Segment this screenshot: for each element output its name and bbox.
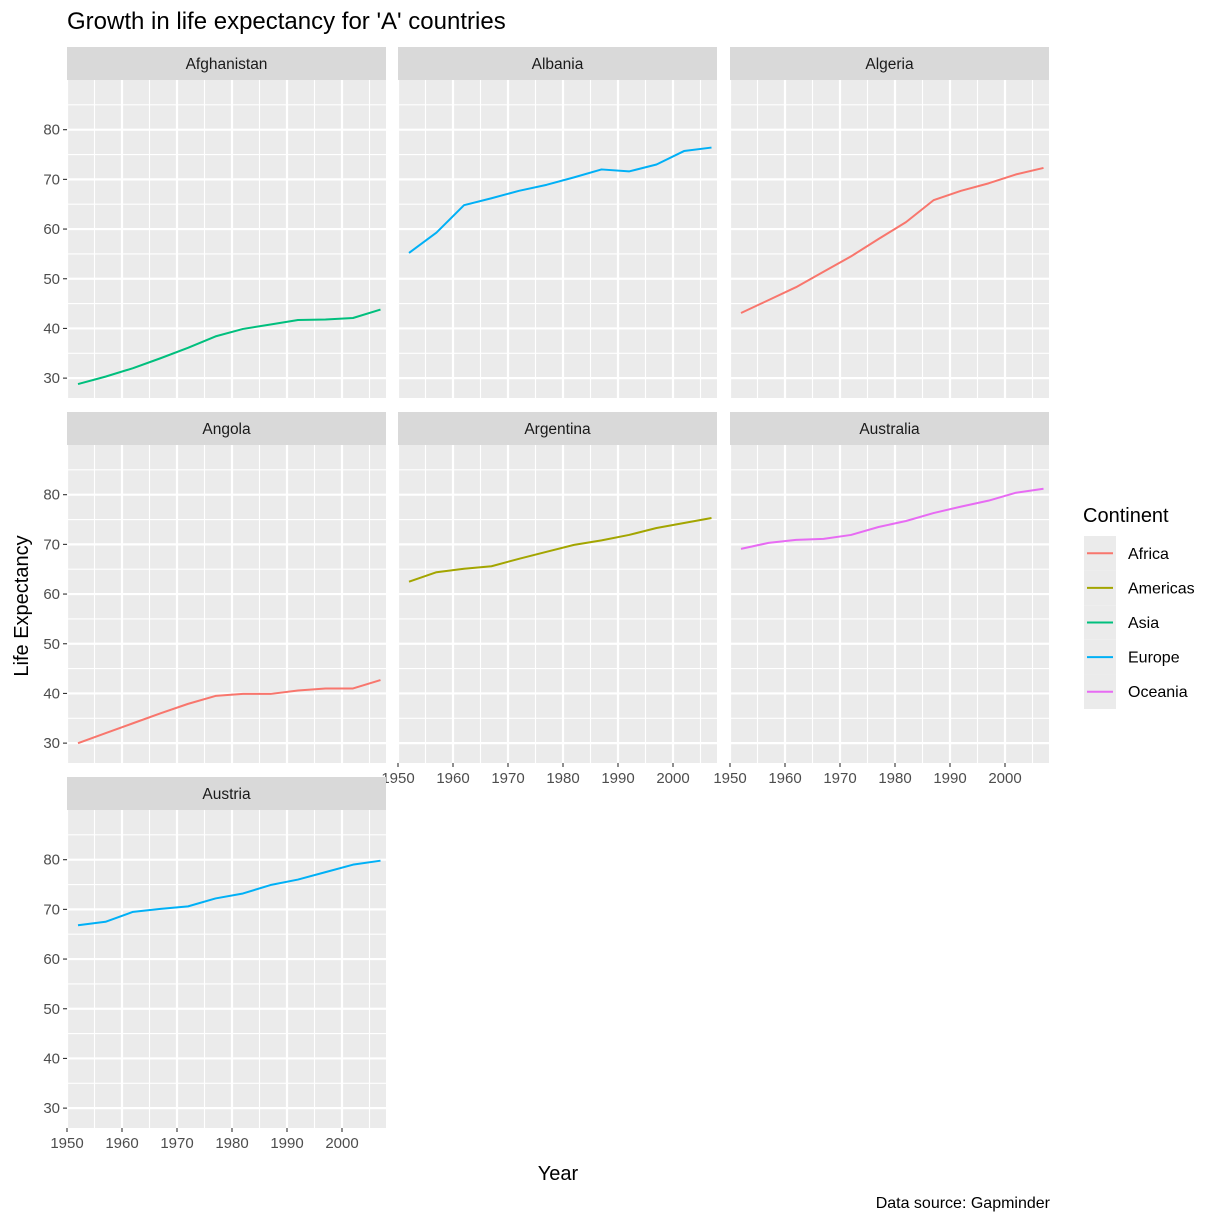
facet-algeria: Algeria	[728, 47, 1049, 398]
x-tick-label: 2000	[988, 770, 1021, 787]
facet-label-angola: Angola	[202, 421, 251, 438]
legend-label: Africa	[1128, 546, 1169, 563]
x-axis-title: Year	[538, 1163, 579, 1185]
facet-strip-albania	[398, 47, 717, 80]
x-tick-label: 1980	[215, 1135, 248, 1152]
y-tick-label: 80	[43, 852, 60, 869]
series-line-algeria	[740, 166, 1044, 314]
facet-argentina: Argentina 1950 1960 1970 1980 1990 2000	[381, 412, 717, 787]
x-tick-label: 1990	[601, 770, 634, 787]
caption: Data source: Gapminder	[876, 1195, 1051, 1212]
y-axis-title: Life Expectancy	[11, 535, 33, 676]
legend-label: Oceania	[1128, 684, 1188, 701]
panel-background-argentina	[398, 445, 717, 763]
x-tick-label: 2000	[656, 770, 689, 787]
panel-background-albania	[398, 80, 717, 398]
y-tick-label: 70	[43, 171, 60, 188]
x-tick-label: 1980	[546, 770, 579, 787]
facet-strip-australia	[730, 412, 1049, 445]
facet-strip-argentina	[398, 412, 717, 445]
x-tick-label: 1970	[160, 1135, 193, 1152]
x-tick-label: 1970	[823, 770, 856, 787]
facet-label-australia: Australia	[859, 421, 920, 438]
y-tick-label: 60	[43, 586, 60, 603]
y-tick-label: 30	[43, 1100, 60, 1117]
facet-strip-afghanistan	[67, 47, 386, 80]
x-tick-label: 1950	[381, 770, 414, 787]
facet-label-albania: Albania	[532, 56, 584, 73]
y-tick-label: 70	[43, 536, 60, 553]
y-tick-label: 50	[43, 1001, 60, 1018]
x-tick-label: 1960	[768, 770, 801, 787]
legend-label: Americas	[1128, 580, 1195, 597]
y-tick-label: 30	[43, 735, 60, 752]
facet-albania: Albania	[396, 47, 717, 398]
x-tick-label: 1950	[50, 1135, 83, 1152]
y-tick-label: 40	[43, 320, 60, 337]
legend-label: Europe	[1128, 650, 1180, 667]
facet-label-algeria: Algeria	[865, 56, 914, 73]
series-line-austria	[77, 859, 381, 927]
x-tick-label: 1950	[713, 770, 746, 787]
legend-entry-americas: Americas	[1084, 570, 1195, 606]
facet-afghanistan: Afghanistan 30 40 50 60 70 80	[43, 47, 386, 398]
series-line-afghanistan	[77, 308, 381, 386]
chart-title: Growth in life expectancy for 'A' countr…	[67, 8, 506, 35]
facet-label-afghanistan: Afghanistan	[186, 56, 268, 73]
legend-entry-europe: Europe	[1084, 639, 1180, 675]
x-tick-label: 1990	[270, 1135, 303, 1152]
y-tick-label: 40	[43, 685, 60, 702]
legend-entry-africa: Africa	[1084, 536, 1169, 571]
legend-title: Continent	[1083, 505, 1169, 527]
facet-label-argentina: Argentina	[524, 421, 591, 438]
x-tick-label: 1960	[436, 770, 469, 787]
legend: Continent Africa Americas Asia Europe Oceani…	[1083, 505, 1195, 709]
facet-austria: Austria 30 40 50 60 70 80 1950 1960 1970 1980 1990 2…	[43, 777, 386, 1152]
y-tick-label: 70	[43, 901, 60, 918]
legend-entry-asia: Asia	[1084, 605, 1159, 640]
panel-background-algeria	[730, 80, 1049, 398]
series-line-argentina	[408, 517, 712, 583]
panel-background-angola	[67, 445, 386, 763]
x-tick-label: 1980	[878, 770, 911, 787]
y-tick-label: 30	[43, 370, 60, 387]
series-line-australia	[740, 487, 1044, 550]
y-tick-label: 40	[43, 1050, 60, 1067]
facet-label-austria: Austria	[202, 786, 251, 803]
legend-label: Asia	[1128, 615, 1159, 632]
legend-entry-oceania: Oceania	[1084, 674, 1188, 709]
y-tick-label: 50	[43, 636, 60, 653]
x-tick-label: 2000	[325, 1135, 358, 1152]
x-tick-label: 1990	[933, 770, 966, 787]
facet-panels: Afghanistan 30 40 50 60 70 80 Albania Algeria Ang…	[43, 47, 1049, 1152]
facet-strip-angola	[67, 412, 386, 445]
facet-strip-austria	[67, 777, 386, 810]
facet-strip-algeria	[730, 47, 1049, 80]
y-tick-label: 80	[43, 487, 60, 504]
y-tick-label: 80	[43, 122, 60, 139]
panel-background-australia	[730, 445, 1049, 763]
panel-background-afghanistan	[67, 80, 386, 398]
y-tick-label: 60	[43, 221, 60, 238]
facet-angola: Angola 30 40 50 60 70 80	[43, 412, 386, 763]
series-line-angola	[77, 679, 381, 745]
x-tick-label: 1970	[491, 770, 524, 787]
y-tick-label: 60	[43, 951, 60, 968]
facet-australia: Australia 1950 1960 1970 1980 1990 2000	[713, 412, 1049, 787]
x-tick-label: 1960	[105, 1135, 138, 1152]
panel-background-austria	[67, 810, 386, 1128]
y-tick-label: 50	[43, 271, 60, 288]
series-line-albania	[408, 146, 712, 254]
